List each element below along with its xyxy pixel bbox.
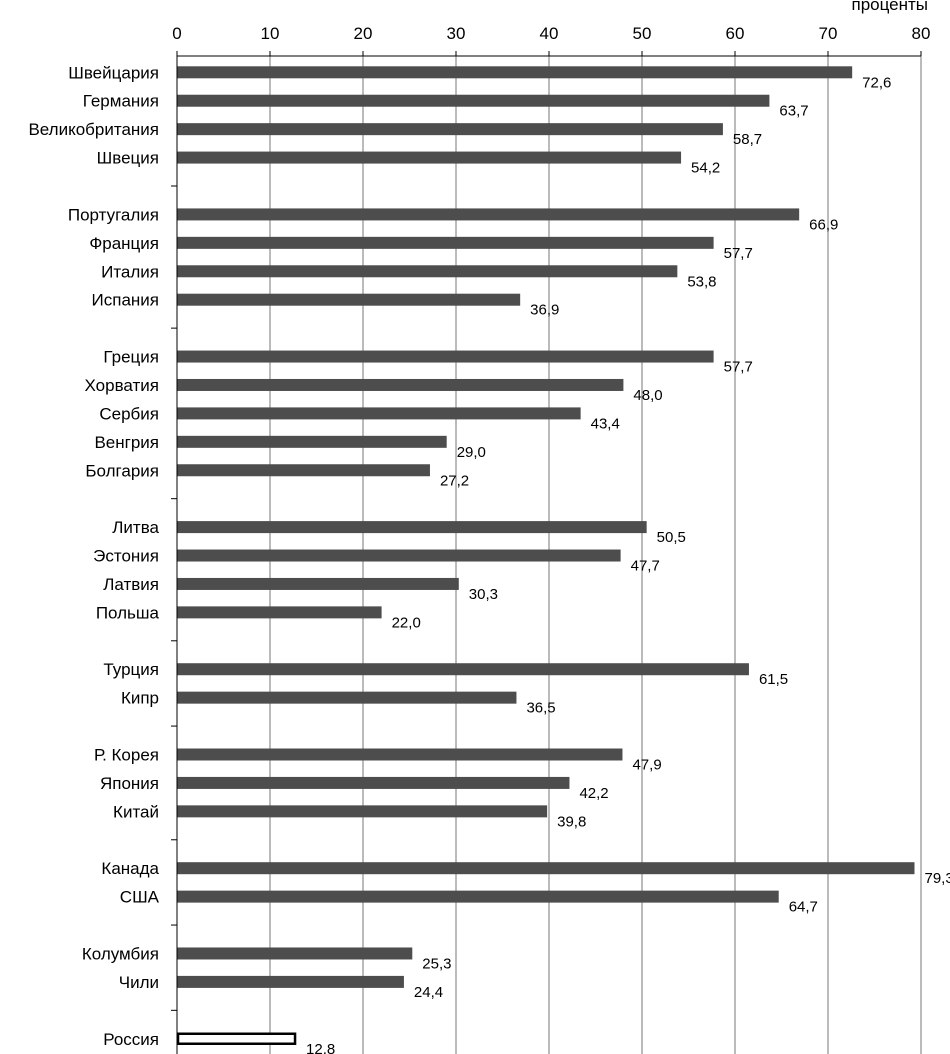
bar-Италия [177,265,678,278]
bar-Чили [177,975,404,988]
category-label: Польша [96,603,160,622]
category-label: Испания [92,291,159,310]
data-label: 36,9 [530,302,559,319]
bar-Турция [177,663,749,676]
data-label: 66,9 [809,216,838,233]
data-label: 50,5 [657,529,686,546]
category-label: Венгрия [94,433,159,452]
category-label: США [120,888,160,907]
category-axis: Швейцария Германия Великобритания Швеция Пор… [28,55,921,1054]
tick-label-60: 60 [726,24,745,43]
bar-Р. Корея [177,748,623,761]
data-label: 22,0 [392,614,421,631]
tick-label-40: 40 [540,24,559,43]
bar-Россия [176,1032,297,1045]
bar-Польша [177,606,382,619]
category-label: Швейцария [68,63,159,82]
category-label: Греция [103,348,159,367]
bar-Китай [177,805,548,818]
category-label: Китай [113,802,159,821]
data-label: 36,5 [526,700,555,717]
data-label: 29,0 [457,444,486,461]
category-label: Чили [119,973,159,992]
category-label: Латвия [103,575,159,594]
category-label: Литва [112,518,159,537]
category-label: Болгария [85,461,159,480]
x-axis-ticks: 0 10 20 30 40 50 60 70 80 [172,24,930,56]
unit-label: проценты [851,0,928,14]
bar-Греция [177,350,714,363]
data-label: 57,7 [724,245,753,262]
data-label: 24,4 [414,984,443,1001]
bar-Сербия [177,407,581,420]
data-label: 30,3 [469,586,498,603]
data-label: 54,2 [691,160,720,177]
category-label: Кипр [121,689,159,708]
category-label: Россия [103,1030,159,1049]
bar-Кипр [177,691,517,704]
bar-Канада [177,862,915,875]
tick-label-30: 30 [447,24,466,43]
category-label: Германия [83,92,159,111]
bar-Литва [177,521,647,534]
bars: 72,6 63,7 58,7 54,2 66,9 57,7 53,8 36,9 57,7 48,0… [176,66,950,1054]
bar-Франция [177,236,714,249]
category-label: Италия [101,262,159,281]
data-label: 47,7 [631,558,660,575]
bar-Хорватия [177,378,624,391]
category-label: Португалия [68,205,159,224]
tick-label-0: 0 [172,24,181,43]
tick-label-20: 20 [354,24,373,43]
data-label: 61,5 [759,671,788,688]
tick-label-50: 50 [633,24,652,43]
data-label: 48,0 [633,387,662,404]
bar-Япония [177,776,570,789]
category-label: Великобритания [28,120,159,139]
bar-Швеция [177,151,682,164]
category-label: Япония [100,774,159,793]
data-label: 25,3 [422,955,451,972]
category-label: Эстония [93,547,159,566]
data-label: 47,9 [632,757,661,774]
category-label: Колумбия [82,944,159,963]
category-label: Сербия [99,404,159,423]
data-label: 57,7 [724,359,753,376]
bar-Болгария [177,464,430,477]
category-label: Франция [89,234,159,253]
tick-label-80: 80 [912,24,931,43]
data-label: 43,4 [591,415,620,432]
tick-label-10: 10 [261,24,280,43]
bar-Германия [177,94,770,107]
category-label: Р. Корея [94,746,159,765]
data-label: 72,6 [862,74,891,91]
category-label: Турция [103,660,159,679]
bar-Великобритания [177,123,723,136]
data-label: 42,2 [579,785,608,802]
data-label: 39,8 [557,813,586,830]
bar-Швейцария [177,66,853,79]
bar-Латвия [177,577,459,590]
bar-Эстония [177,549,621,562]
data-label: 58,7 [733,131,762,148]
data-label: 64,7 [789,899,818,916]
bar-США [177,890,779,903]
category-label: Швеция [97,149,159,168]
category-label: Канада [101,859,159,878]
data-label: 27,2 [440,472,469,489]
category-label: Хорватия [85,376,159,395]
bar-Испания [177,293,521,306]
tick-label-70: 70 [819,24,838,43]
data-label: 63,7 [779,103,808,120]
bar-Венгрия [177,435,447,448]
bar-Португалия [177,208,800,221]
bar-Колумбия [177,947,413,960]
data-label: 79,3 [924,870,950,887]
data-label: 12,8 [306,1041,335,1054]
data-label: 53,8 [687,273,716,290]
